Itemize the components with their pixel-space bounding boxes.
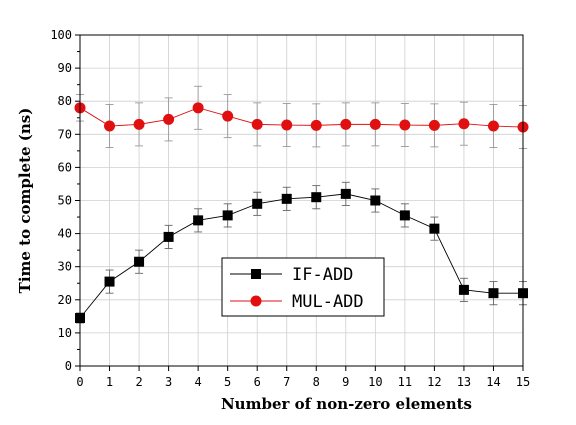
data-point <box>340 118 352 130</box>
x-tick-label: 7 <box>283 375 290 389</box>
series-if-add <box>75 181 528 324</box>
grid <box>79 34 524 367</box>
data-point <box>134 256 145 267</box>
data-point <box>222 110 234 122</box>
data-point <box>192 102 204 114</box>
legend: IF-ADD MUL-ADD <box>221 257 385 317</box>
legend-marker <box>250 295 262 307</box>
y-tick-label: 70 <box>58 127 72 141</box>
x-tick-label: 5 <box>224 375 231 389</box>
x-axis-title: Number of non-zero elements <box>221 395 472 413</box>
x-tick-label: 2 <box>135 375 142 389</box>
y-tick-label: 10 <box>58 326 72 340</box>
data-point <box>429 223 440 234</box>
data-point <box>487 120 499 132</box>
x-tick-label: 14 <box>486 375 500 389</box>
data-point <box>488 288 499 299</box>
data-point <box>251 118 263 130</box>
x-tick-label: 8 <box>313 375 320 389</box>
series-layer <box>74 85 529 324</box>
data-point <box>222 210 233 221</box>
y-tick-label: 80 <box>58 94 72 108</box>
data-point <box>252 198 263 209</box>
data-point <box>104 120 116 132</box>
data-point <box>163 231 174 242</box>
series-line <box>79 107 524 128</box>
x-tick-label: 11 <box>398 375 412 389</box>
data-point <box>428 119 440 131</box>
legend-item-if-add: IF-ADD <box>230 265 353 285</box>
data-point <box>281 119 293 131</box>
y-tick-label: 60 <box>58 160 72 174</box>
data-point <box>281 193 292 204</box>
data-point <box>369 118 381 130</box>
legend-box <box>221 257 385 317</box>
data-point <box>399 119 411 131</box>
data-point <box>133 118 145 130</box>
legend-label: MUL-ADD <box>292 292 364 312</box>
data-point <box>104 276 115 287</box>
y-tick-label: 90 <box>58 61 72 75</box>
data-point <box>399 210 410 221</box>
y-axis-title: Time to complete (ns) <box>16 108 34 294</box>
y-tick-label: 30 <box>58 260 72 274</box>
data-point <box>163 113 175 125</box>
legend-item-mul-add: MUL-ADD <box>230 292 364 312</box>
data-point <box>370 195 381 206</box>
x-tick-label: 3 <box>165 375 172 389</box>
x-tick-label: 13 <box>457 375 471 389</box>
y-tick-label: 20 <box>58 293 72 307</box>
y-tick-label: 100 <box>50 28 72 42</box>
ticks: 0 1 2 3 4 5 6 7 8 9 10 11 12 13 14 15010203040506070809… <box>50 28 530 389</box>
data-point <box>458 284 469 295</box>
y-tick-label: 50 <box>58 194 72 208</box>
x-tick-label: 6 <box>254 375 261 389</box>
legend-marker <box>251 269 261 279</box>
x-tick-label: 1 <box>106 375 113 389</box>
data-point <box>458 118 470 130</box>
data-point <box>193 215 204 226</box>
legend-label: IF-ADD <box>292 265 353 285</box>
x-tick-label: 10 <box>368 375 382 389</box>
series-mul-add <box>74 85 529 149</box>
x-tick-label: 9 <box>342 375 349 389</box>
y-tick-label: 40 <box>58 227 72 241</box>
y-tick-label: 0 <box>65 359 72 373</box>
x-tick-label: 15 <box>516 375 530 389</box>
data-point <box>340 188 351 199</box>
series-line <box>79 193 523 319</box>
data-point <box>311 192 322 203</box>
x-tick-label: 0 <box>76 375 83 389</box>
x-tick-label: 4 <box>195 375 202 389</box>
x-tick-label: 12 <box>427 375 441 389</box>
data-point <box>310 119 322 131</box>
